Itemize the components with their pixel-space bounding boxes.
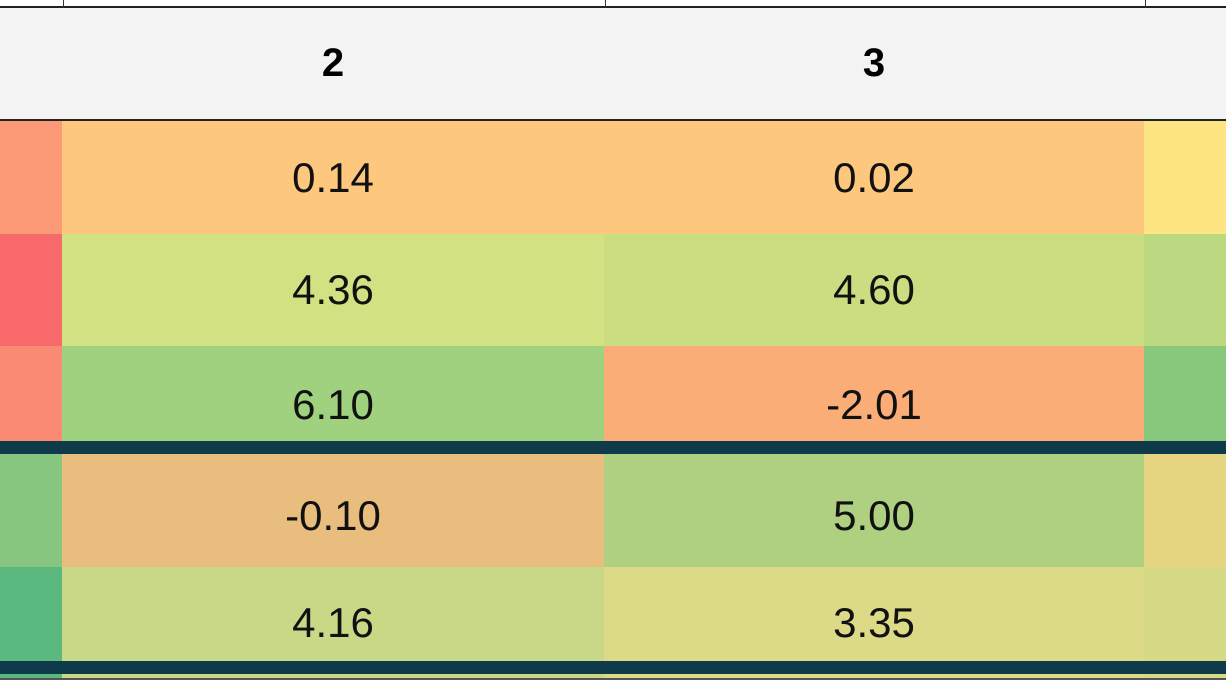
table-cell[interactable]: 4.60 (604, 234, 1144, 346)
table-cell[interactable] (1144, 454, 1226, 567)
header-divider (1145, 0, 1146, 8)
table-cell[interactable] (1144, 121, 1226, 234)
table-cell[interactable]: 4.16 (62, 567, 604, 679)
table-header-row: 2 3 (0, 6, 1226, 121)
table-cell[interactable] (0, 567, 62, 679)
table-bottom-border (0, 678, 1226, 680)
table-cell[interactable]: 0.14 (62, 121, 604, 234)
header-divider (63, 0, 64, 8)
table-cell[interactable]: -0.10 (62, 454, 604, 567)
column-header-2[interactable]: 2 (321, 41, 345, 85)
column-header-3[interactable]: 3 (862, 41, 886, 85)
table-cell[interactable] (1144, 234, 1226, 346)
header-divider (605, 0, 606, 8)
table-cell[interactable]: 4.36 (62, 234, 604, 346)
table-cell[interactable]: 5.00 (604, 454, 1144, 567)
table-cell[interactable] (0, 234, 62, 346)
table-cell[interactable] (0, 121, 62, 234)
group-separator (0, 441, 1226, 454)
table-cell[interactable] (0, 454, 62, 567)
table-cell[interactable]: 3.35 (604, 567, 1144, 679)
group-separator (0, 661, 1226, 674)
table-cell[interactable]: 0.02 (604, 121, 1144, 234)
table-cell[interactable] (1144, 567, 1226, 679)
